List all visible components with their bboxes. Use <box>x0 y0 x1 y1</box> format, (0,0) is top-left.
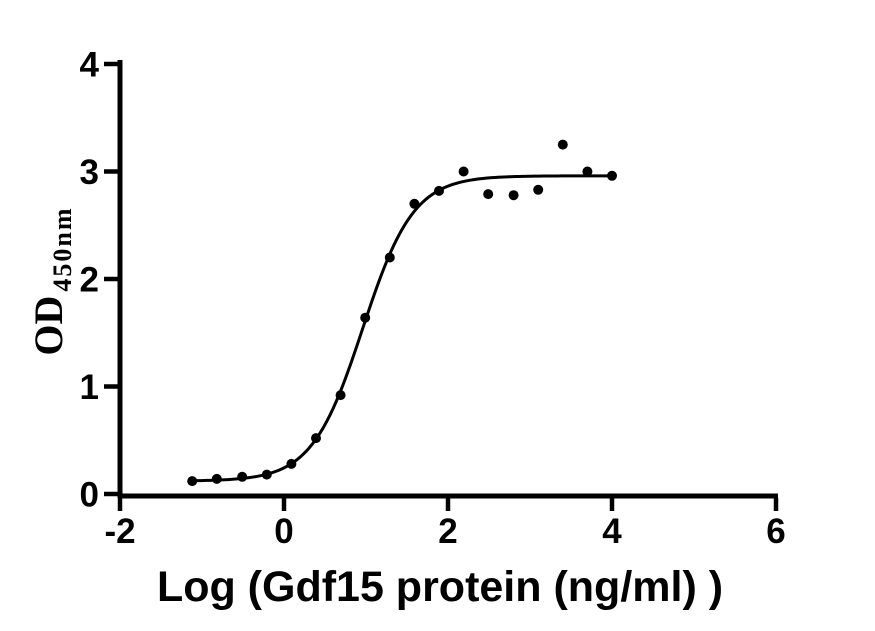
y-tick-label: 2 <box>80 261 99 300</box>
data-point <box>409 198 420 209</box>
data-point <box>311 433 321 444</box>
data-point <box>384 252 395 263</box>
data-points-layer <box>187 139 617 487</box>
axes-layer <box>104 60 779 511</box>
y-tick-label: 0 <box>80 476 99 515</box>
y-axis-title-subscript: 450nm <box>48 206 77 291</box>
data-point <box>211 473 222 484</box>
x-tick-label: -2 <box>104 512 135 551</box>
data-point <box>458 166 469 177</box>
data-point <box>434 185 444 196</box>
data-point <box>360 312 371 323</box>
x-tick-label: 6 <box>766 512 785 551</box>
data-point <box>335 390 346 401</box>
x-tick-label: 4 <box>602 512 622 551</box>
data-point <box>582 166 593 177</box>
x-axis-title: Log (Gdf15 protein (ng/ml) ) <box>157 563 723 611</box>
data-point <box>286 458 297 469</box>
x-tick-label: 2 <box>438 512 457 551</box>
fit-curve-layer <box>190 174 614 483</box>
data-point <box>261 469 272 480</box>
data-point <box>508 190 519 201</box>
x-tick-label: 0 <box>274 512 293 551</box>
y-axis-title: OD 450nm <box>26 206 77 355</box>
data-point <box>533 184 544 195</box>
y-tick-label: 3 <box>80 153 99 192</box>
data-point <box>607 170 617 181</box>
y-axis-title-main: OD <box>26 296 71 356</box>
data-point <box>483 189 494 200</box>
data-point <box>237 471 248 482</box>
fit-curve <box>190 174 614 483</box>
data-point <box>557 139 568 150</box>
y-tick-label: 1 <box>80 368 99 407</box>
y-tick-label: 4 <box>80 46 100 85</box>
data-point <box>187 476 198 487</box>
